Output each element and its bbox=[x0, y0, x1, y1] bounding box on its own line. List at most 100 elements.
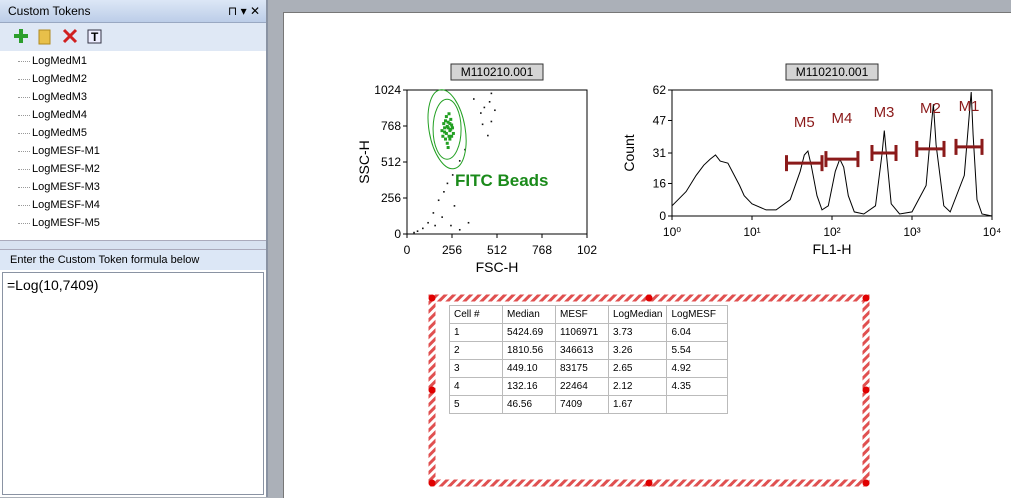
selection-handle bbox=[428, 479, 436, 487]
token-item[interactable]: LogMESF-M1 bbox=[0, 142, 266, 160]
event-dot bbox=[448, 137, 452, 141]
delete-button[interactable] bbox=[62, 28, 78, 44]
y-tick-label: 31 bbox=[653, 146, 667, 160]
event-dot bbox=[458, 228, 461, 231]
gate bbox=[432, 98, 462, 160]
token-item[interactable]: LogMedM3 bbox=[0, 88, 266, 106]
y-tick-label: 0 bbox=[659, 209, 666, 223]
plot-title: M110210.001 bbox=[461, 65, 534, 79]
panel-title: Custom Tokens bbox=[8, 4, 91, 18]
event-dot bbox=[443, 126, 447, 130]
table-row: 4 132.16 22464 2.12 4.35 bbox=[449, 377, 729, 396]
header-cell: Cell # bbox=[449, 305, 503, 324]
event-dot bbox=[494, 109, 496, 112]
x-tick-label: 10⁴ bbox=[983, 225, 1002, 239]
table-row: 3 449.10 83175 2.65 4.92 bbox=[449, 359, 729, 378]
event-dot bbox=[450, 134, 454, 138]
y-axis-label: Count bbox=[621, 134, 637, 171]
event-dot bbox=[443, 191, 445, 193]
selection-handle bbox=[862, 479, 870, 487]
selection-handle bbox=[862, 386, 870, 394]
event-dot bbox=[441, 134, 445, 138]
annotation: FITC Beads bbox=[455, 171, 549, 190]
marker-label: M3 bbox=[874, 104, 895, 121]
table-cell: 22464 bbox=[555, 377, 609, 396]
event-dot bbox=[443, 130, 447, 134]
badge-box bbox=[785, 63, 879, 81]
x-tick-label: 10⁰ bbox=[663, 225, 681, 239]
x-tick-label: 102 bbox=[577, 243, 597, 257]
header-cell: LogMedian bbox=[607, 305, 668, 324]
y-tick-label: 512 bbox=[381, 155, 401, 169]
event-dot bbox=[442, 122, 446, 126]
add-button[interactable] bbox=[14, 29, 28, 43]
selection-handle bbox=[428, 294, 436, 302]
table-cell: 5424.69 bbox=[502, 323, 556, 342]
event-dot bbox=[453, 205, 456, 207]
marker[interactable]: M5 bbox=[785, 114, 824, 172]
custom-tokens-panel: Custom Tokens ⊓ ▾ ✕ T LogMedM1 LogMedM2 Log… bbox=[0, 0, 268, 497]
token-item[interactable]: LogMESF-M5 bbox=[0, 214, 266, 232]
text-button[interactable]: T bbox=[87, 29, 102, 44]
marker-label: M1 bbox=[959, 98, 980, 115]
splitter[interactable] bbox=[0, 240, 266, 250]
marker[interactable]: M2 bbox=[915, 100, 946, 157]
event-dot bbox=[422, 227, 424, 230]
badge-box bbox=[450, 63, 544, 81]
marker[interactable]: M1 bbox=[954, 98, 984, 155]
event-dot bbox=[446, 182, 449, 185]
event-dot bbox=[446, 120, 450, 124]
event-dot bbox=[437, 199, 440, 202]
plot-frame bbox=[406, 89, 588, 235]
token-item[interactable]: LogMedM4 bbox=[0, 106, 266, 124]
marker[interactable]: M3 bbox=[870, 104, 898, 161]
selection-handle bbox=[645, 479, 653, 487]
token-item[interactable]: LogMESF-M2 bbox=[0, 160, 266, 178]
event-dot bbox=[458, 160, 461, 162]
event-dot bbox=[444, 131, 448, 135]
token-item[interactable]: LogMedM2 bbox=[0, 70, 266, 88]
y-tick-label: 62 bbox=[653, 83, 667, 97]
x-axis-label: FL1-H bbox=[813, 241, 852, 257]
event-dot bbox=[441, 216, 443, 218]
table-cell: 2 bbox=[449, 341, 503, 360]
stats-table: Cell # Median MESF LogMedian LogMESF 1 5424.69… bbox=[449, 305, 729, 414]
event-dot bbox=[487, 134, 489, 137]
event-dot bbox=[472, 98, 475, 100]
y-tick-label: 256 bbox=[381, 191, 401, 205]
table-cell: 7409 bbox=[555, 395, 609, 414]
event-dot bbox=[450, 224, 452, 227]
event-dot bbox=[443, 137, 447, 141]
marker[interactable]: M4 bbox=[824, 110, 860, 168]
table-cell: 83175 bbox=[555, 359, 609, 378]
token-item[interactable]: LogMedM5 bbox=[0, 124, 266, 142]
formula-input[interactable]: =Log(10,7409) bbox=[2, 272, 264, 495]
event-dot bbox=[490, 120, 493, 123]
table-row: 2 1810.56 346613 3.26 5.54 bbox=[449, 341, 729, 360]
event-dot bbox=[464, 148, 466, 151]
y-tick-label: 47 bbox=[653, 113, 667, 127]
table-cell: 3 bbox=[449, 359, 503, 378]
event-dot bbox=[446, 146, 450, 150]
token-item[interactable]: LogMESF-M3 bbox=[0, 178, 266, 196]
event-dot bbox=[447, 112, 451, 116]
panel-controls[interactable]: ⊓ ▾ ✕ bbox=[227, 4, 260, 18]
event-dot bbox=[416, 230, 419, 232]
plot-frame bbox=[671, 89, 993, 217]
table-row: 5 46.56 7409 1.67 bbox=[449, 395, 729, 414]
x-tick-label: 512 bbox=[487, 243, 507, 257]
event-dot bbox=[483, 106, 486, 109]
event-dot bbox=[450, 123, 454, 127]
x-tick-label: 10¹ bbox=[743, 225, 760, 239]
token-item[interactable]: LogMedM1 bbox=[0, 52, 266, 70]
event-dot bbox=[434, 224, 436, 227]
open-button[interactable] bbox=[38, 29, 51, 45]
table-cell: 449.10 bbox=[502, 359, 556, 378]
table-cell: 3.26 bbox=[607, 341, 668, 360]
y-tick-label: 768 bbox=[381, 119, 401, 133]
event-dot bbox=[447, 134, 451, 138]
token-item[interactable]: LogMESF-M4 bbox=[0, 196, 266, 214]
histogram-line bbox=[671, 91, 993, 217]
table-cell: 4.35 bbox=[666, 377, 729, 396]
